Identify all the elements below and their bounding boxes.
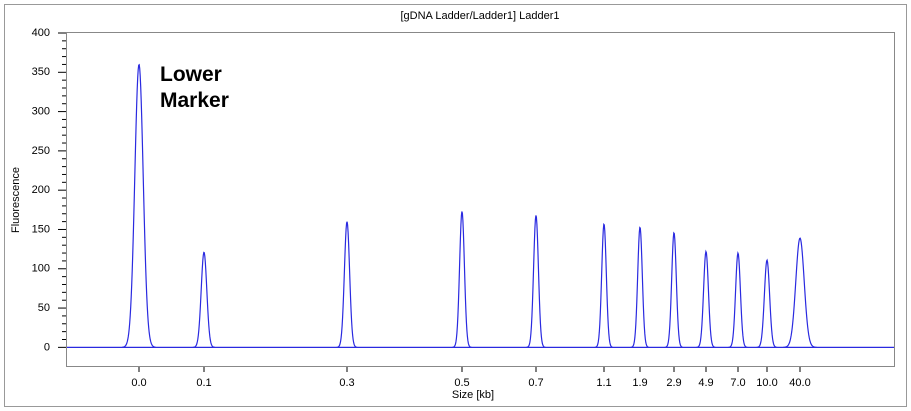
x-axis-label: Size [kb]: [452, 389, 494, 401]
peak: [664, 231, 683, 348]
peak: [526, 215, 546, 348]
y-tick-label: 50: [38, 302, 50, 314]
peak: [594, 222, 613, 348]
x-tick-label: 4.9: [698, 377, 713, 389]
peak: [122, 63, 156, 348]
plot-area: [66, 32, 895, 367]
x-tick-label: 1.1: [596, 377, 611, 389]
y-axis-label: Fluorescence: [10, 167, 22, 233]
x-tick-label: 0.5: [454, 377, 469, 389]
x-tick-label: 7.0: [730, 377, 745, 389]
peak: [336, 221, 358, 348]
y-tick-label: 150: [32, 223, 50, 235]
annotation: Lower Marker: [160, 63, 229, 112]
x-tick-label: 40.0: [789, 377, 810, 389]
y-tick-label: 100: [32, 263, 50, 275]
y-tick-label: 200: [32, 184, 50, 196]
x-tick-label: 1.9: [632, 377, 647, 389]
y-tick-label: 300: [32, 105, 50, 117]
y-tick-label: 350: [32, 66, 50, 78]
peak: [452, 211, 472, 348]
x-tick-label: 0.1: [196, 377, 211, 389]
x-tick-label: 2.9: [666, 377, 681, 389]
y-tick-label: 400: [32, 27, 50, 39]
peak: [696, 249, 716, 348]
x-tick-label: 10.0: [756, 377, 777, 389]
peak: [783, 237, 817, 348]
peak: [728, 250, 748, 348]
x-tick-label: 0.3: [339, 377, 354, 389]
y-tick-label: 0: [44, 341, 50, 353]
y-tick-label: 250: [32, 145, 50, 157]
chart-title: [gDNA Ladder/Ladder1] Ladder1: [400, 10, 559, 22]
peak: [630, 226, 649, 348]
peak: [756, 258, 778, 348]
x-tick-label: 0.0: [131, 377, 146, 389]
x-tick-label: 0.7: [528, 377, 543, 389]
peak: [192, 251, 215, 348]
